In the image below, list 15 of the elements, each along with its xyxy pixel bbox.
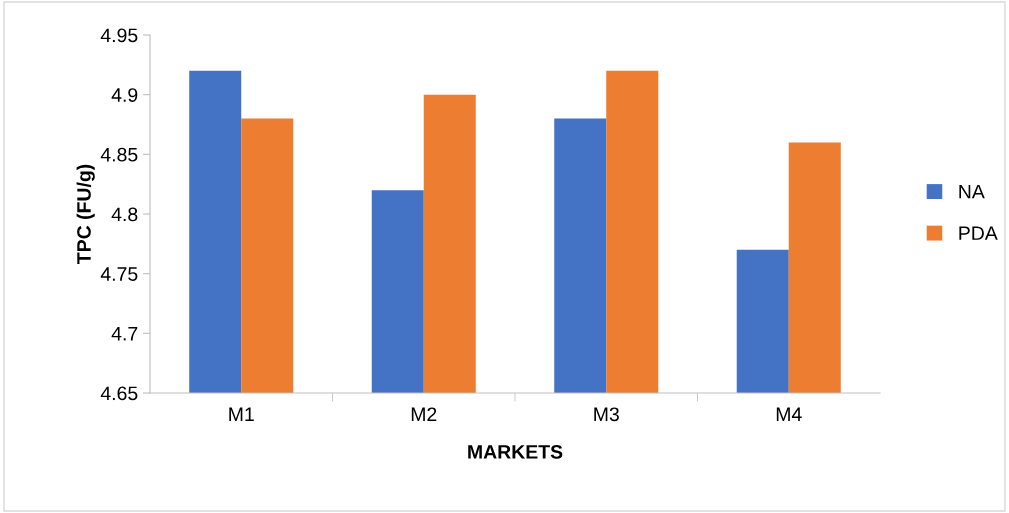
y-tick-label: 4.7 (111, 327, 138, 341)
x-tick-label: M3 (594, 407, 619, 422)
y-tick-label: 4.8 (111, 207, 138, 222)
x-axis-title: MARKETS (468, 444, 563, 459)
legend-label: PDA (959, 226, 998, 240)
x-tick-label: M2 (411, 407, 437, 421)
y-tick-label: 4.85 (100, 147, 138, 162)
legend-label: NA (959, 184, 985, 199)
y-tick-label: 4.9 (111, 88, 138, 102)
y-axis-title: TPC (FU/g) (76, 164, 95, 264)
y-tick-label: 4.65 (100, 386, 138, 401)
x-tick-label: M4 (776, 407, 802, 421)
y-tick-label: 4.75 (100, 267, 138, 281)
y-tick-label: 4.95 (100, 28, 138, 43)
x-tick-label: M1 (229, 407, 254, 421)
